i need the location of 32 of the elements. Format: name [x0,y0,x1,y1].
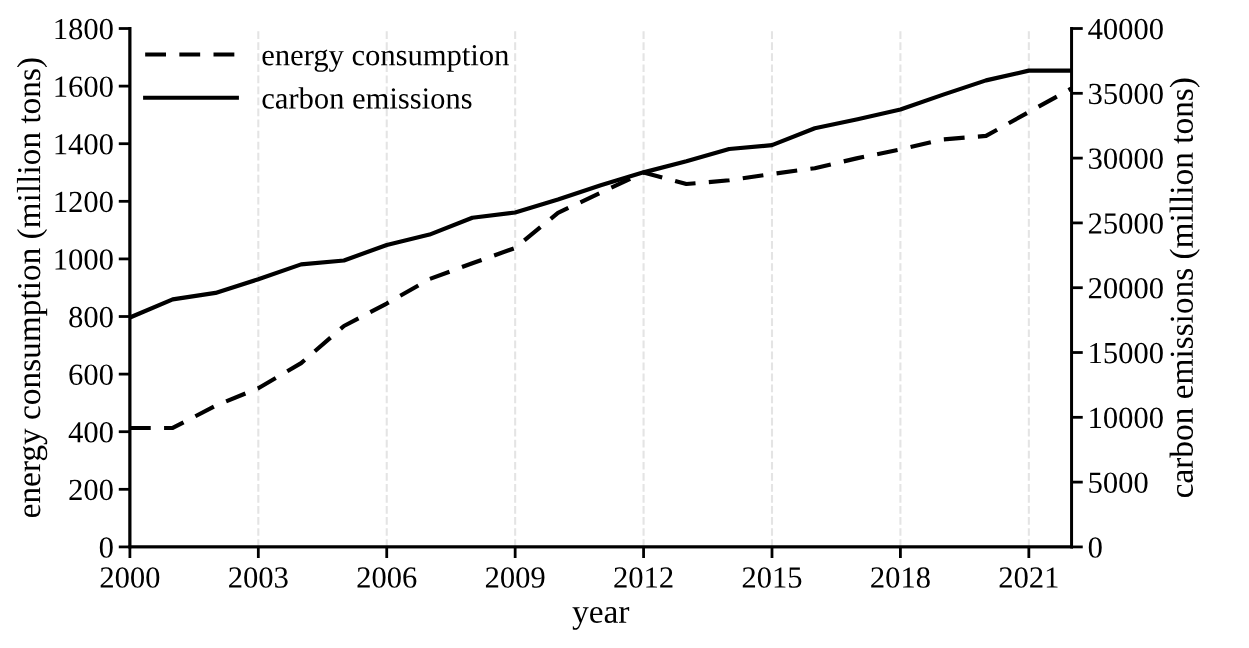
y2-tick-label: 10000 [1090,407,1163,429]
y-tick-label: 1400 [55,133,113,155]
x-tick-label: 2018 [871,567,930,588]
y2-tick-label: 15000 [1090,342,1163,364]
y2-tick-label: 25000 [1088,213,1163,234]
y2-axis-title: carbon emissions (million tons) [1169,78,1200,498]
y2-tick-label: 5000 [1089,472,1148,494]
y2-tick-label: 20000 [1088,277,1163,299]
x-axis-title: year [572,606,630,630]
y2-tick-label: 30000 [1089,148,1163,170]
x-tick-label: 2015 [742,567,802,588]
y-axis-title: energy consumption (million tons) [16,58,48,518]
x-tick-label: 2012 [614,567,673,588]
y2-tick-label: 0 [1088,537,1102,558]
x-tick-label: 2000 [100,567,160,588]
y-tick-label: 1800 [55,18,113,40]
x-tick-label: 2003 [229,567,288,588]
y-tick-label: 200 [69,479,113,501]
y-tick-label: 0 [99,537,113,558]
y2-tick-label: 40000 [1088,18,1163,40]
y2-tick-label: 35000 [1089,83,1163,105]
y-tick-label: 400 [68,421,113,443]
y-tick-label: 800 [69,306,113,328]
x-tick-label: 2009 [485,567,545,588]
x-tick-label: 2006 [357,567,417,588]
x-tick-label: 2021 [999,567,1058,588]
legend-label: carbon emissions [262,87,472,109]
y-tick-label: 1000 [55,249,113,270]
y-tick-label: 1600 [55,76,113,98]
legend-label: energy consumption [262,44,509,72]
y-tick-label: 600 [69,364,113,386]
y-tick-label: 1200 [55,191,113,213]
